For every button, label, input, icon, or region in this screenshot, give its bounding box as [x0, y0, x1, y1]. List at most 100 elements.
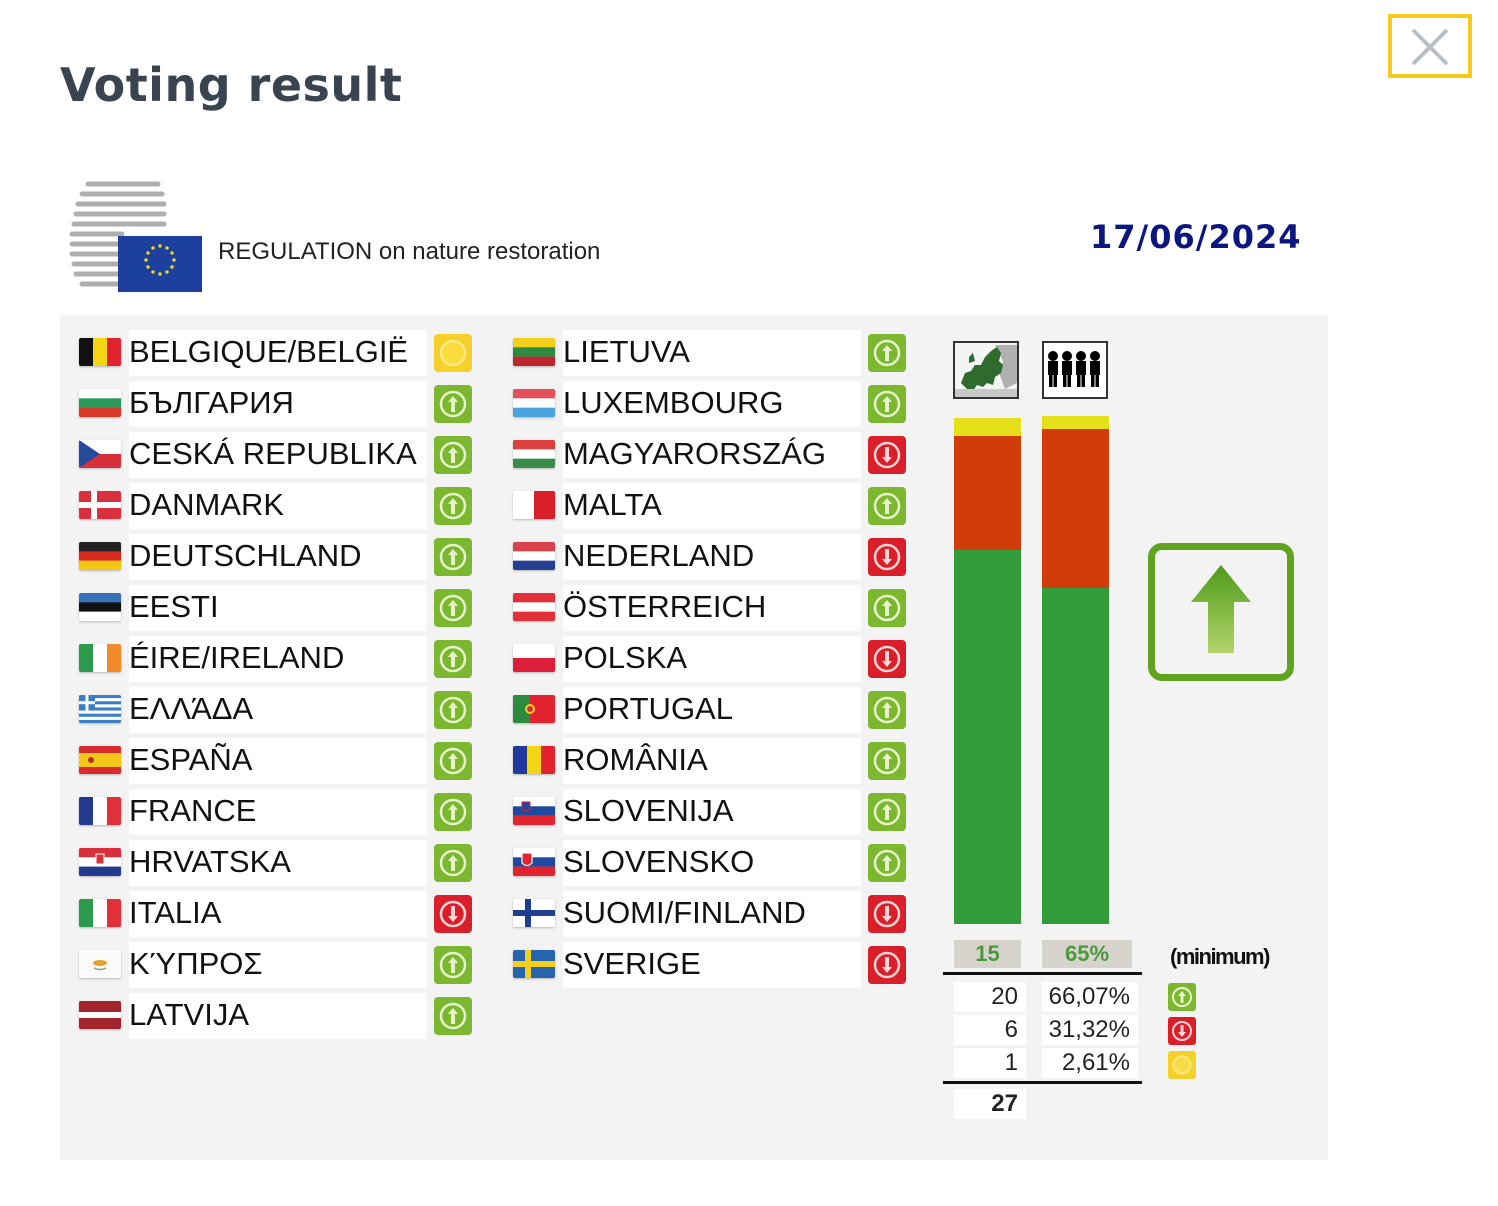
country-name: NEDERLAND — [563, 534, 861, 580]
flag-κυπρος-icon — [79, 950, 121, 978]
country-row: LIETUVA — [513, 330, 908, 376]
flag-ελλαδα-icon — [79, 695, 121, 723]
country-row: LATVIJA — [79, 993, 474, 1039]
vote-date: 17/06/2024 — [1090, 218, 1302, 256]
vote-yes-icon — [434, 742, 472, 780]
country-row: BELGIQUE/BELGIË — [79, 330, 474, 376]
close-icon — [1411, 28, 1449, 66]
flag-latvija-icon — [79, 1001, 121, 1029]
vote-yes-icon — [868, 793, 906, 831]
flag-slovenija-icon — [513, 797, 555, 825]
document-subject: REGULATION on nature restoration — [218, 238, 601, 265]
country-name: SUOMI/FINLAND — [563, 891, 861, 937]
flag-portugal-icon — [513, 695, 555, 723]
vote-no-icon — [868, 640, 906, 678]
country-name: ÉIRE/IRELAND — [129, 636, 427, 682]
adopted-up-arrow-icon — [1191, 565, 1251, 653]
country-row: ΚΎΠΡΟΣ — [79, 942, 474, 988]
bar-segment-against — [954, 436, 1021, 550]
country-name: ÖSTERREICH — [563, 585, 861, 631]
flag-italia-icon — [79, 899, 121, 927]
country-row: NEDERLAND — [513, 534, 908, 580]
country-row: SLOVENIJA — [513, 789, 908, 835]
abstain-population-pct: 2,61% — [1042, 1048, 1138, 1078]
country-name: CESKÁ REPUBLIKA — [129, 432, 427, 478]
vote-yes-icon — [868, 691, 906, 729]
close-button[interactable] — [1388, 14, 1472, 78]
country-name: FRANCE — [129, 789, 427, 835]
divider-bottom — [943, 1081, 1142, 1084]
flag-nederland-icon — [513, 542, 555, 570]
country-row: FRANCE — [79, 789, 474, 835]
vote-yes-icon — [434, 436, 472, 474]
country-name: ROMÂNIA — [563, 738, 861, 784]
country-row: POLSKA — [513, 636, 908, 682]
flag-lietuva-icon — [513, 338, 555, 366]
vote-yes-icon — [434, 640, 472, 678]
threshold-states: 15 — [954, 940, 1021, 968]
country-name: БЪЛГАРИЯ — [129, 381, 427, 427]
country-row: DEUTSCHLAND — [79, 534, 474, 580]
bar-segment-in-favour — [1042, 588, 1109, 924]
vote-yes-icon — [434, 997, 472, 1035]
vote-no-icon — [868, 946, 906, 984]
country-row: HRVATSKA — [79, 840, 474, 886]
country-row: ROMÂNIA — [513, 738, 908, 784]
country-name: BELGIQUE/BELGIË — [129, 330, 427, 376]
flag-polska-icon — [513, 644, 555, 672]
country-row: SLOVENSKO — [513, 840, 908, 886]
population-bar — [1042, 416, 1109, 924]
page-title: Voting result — [60, 58, 403, 112]
legend-yes-icon — [1168, 983, 1196, 1011]
flag-sverige-icon — [513, 950, 555, 978]
bar-segment-in-favour — [954, 550, 1021, 924]
country-row: MAGYARORSZÁG — [513, 432, 908, 478]
country-row: PORTUGAL — [513, 687, 908, 733]
country-row: SUOMI/FINLAND — [513, 891, 908, 937]
vote-yes-icon — [868, 589, 906, 627]
country-row: ÉIRE/IRELAND — [79, 636, 474, 682]
vote-yes-icon — [868, 844, 906, 882]
flag-deutschland-icon — [79, 542, 121, 570]
flag-българия-icon — [79, 389, 121, 417]
flag-slovensko-icon — [513, 848, 555, 876]
country-name: LATVIJA — [129, 993, 427, 1039]
vote-yes-icon — [434, 589, 472, 627]
country-row: БЪЛГАРИЯ — [79, 381, 474, 427]
member-states-bar — [954, 418, 1021, 924]
yes-population-pct: 66,07% — [1042, 982, 1138, 1012]
member-states-map-icon — [953, 341, 1019, 399]
legend-abstain-icon — [1168, 1051, 1196, 1079]
country-name: DANMARK — [129, 483, 427, 529]
divider-top — [943, 972, 1142, 975]
flag-romania-icon — [513, 746, 555, 774]
country-name: ΚΎΠΡΟΣ — [129, 942, 427, 988]
country-row: SVERIGE — [513, 942, 908, 988]
vote-yes-icon — [868, 334, 906, 372]
country-name: SVERIGE — [563, 942, 861, 988]
vote-no-icon — [434, 895, 472, 933]
country-name: ITALIA — [129, 891, 427, 937]
country-name: LUXEMBOURG — [563, 381, 861, 427]
country-row: ÖSTERREICH — [513, 585, 908, 631]
country-row: ITALIA — [79, 891, 474, 937]
country-name: MALTA — [563, 483, 861, 529]
flag-eire-ireland-icon — [79, 644, 121, 672]
flag-ceska-republika-icon — [79, 440, 121, 468]
result-adopted-box — [1148, 543, 1294, 681]
vote-yes-icon — [434, 691, 472, 729]
vote-yes-icon — [434, 844, 472, 882]
total-states-count: 27 — [954, 1089, 1026, 1119]
bar-segment-against — [1042, 429, 1109, 588]
country-name: LIETUVA — [563, 330, 861, 376]
vote-no-icon — [868, 895, 906, 933]
abstain-states-count: 1 — [954, 1048, 1026, 1078]
no-population-pct: 31,32% — [1042, 1015, 1138, 1045]
minimum-label: (minimum) — [1170, 944, 1270, 969]
country-row: DANMARK — [79, 483, 474, 529]
vote-abstain-icon — [434, 334, 472, 372]
vote-no-icon — [868, 436, 906, 474]
country-row: CESKÁ REPUBLIKA — [79, 432, 474, 478]
vote-yes-icon — [868, 385, 906, 423]
flag-magyarorszag-icon — [513, 440, 555, 468]
